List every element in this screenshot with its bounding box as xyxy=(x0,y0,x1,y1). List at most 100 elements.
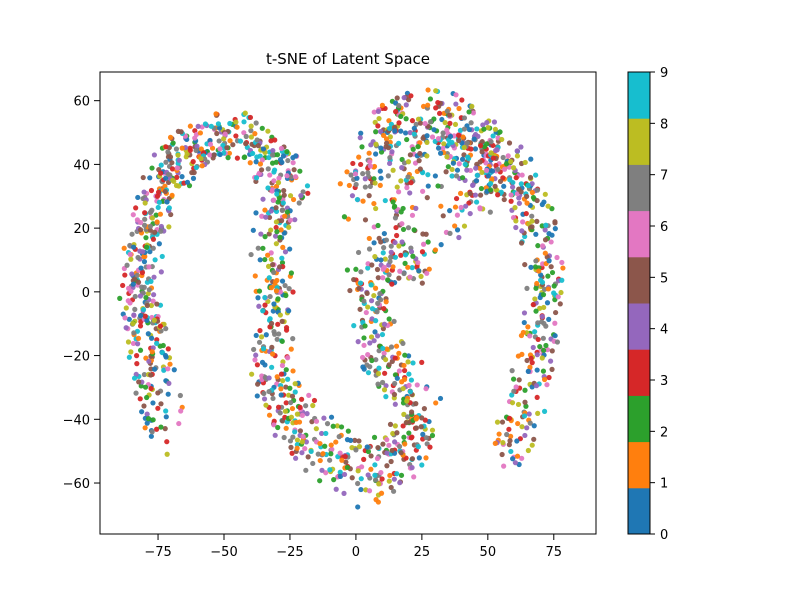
data-point xyxy=(371,338,377,344)
data-point xyxy=(479,169,485,175)
data-point xyxy=(151,152,157,158)
data-point xyxy=(501,196,507,203)
data-point xyxy=(285,355,291,361)
data-point xyxy=(142,384,149,390)
data-point xyxy=(462,161,468,167)
data-point xyxy=(510,376,517,382)
data-point xyxy=(461,126,468,132)
data-point xyxy=(299,450,305,456)
data-point xyxy=(425,87,431,93)
data-point xyxy=(400,385,406,392)
data-point xyxy=(552,320,558,326)
data-point xyxy=(121,245,127,251)
x-tick-label: −25 xyxy=(276,545,303,560)
data-point xyxy=(472,146,479,152)
data-point xyxy=(519,228,525,234)
data-point xyxy=(435,136,442,142)
data-point xyxy=(243,141,249,147)
data-point xyxy=(265,166,271,172)
data-point xyxy=(456,161,462,167)
data-point xyxy=(277,289,283,295)
data-point xyxy=(150,417,156,423)
data-point xyxy=(456,132,462,138)
data-point xyxy=(398,113,404,120)
data-point xyxy=(273,219,280,225)
data-point xyxy=(559,259,565,266)
data-point xyxy=(148,278,154,284)
data-point xyxy=(267,293,273,300)
colorbar-tick-label: 4 xyxy=(660,323,668,338)
data-point xyxy=(477,192,484,198)
data-point xyxy=(371,240,377,246)
data-point xyxy=(142,210,148,216)
data-point xyxy=(268,320,275,327)
data-point xyxy=(288,346,294,352)
data-point xyxy=(279,207,285,213)
data-point xyxy=(401,367,408,374)
data-point xyxy=(449,166,455,173)
data-point xyxy=(404,185,410,191)
data-point xyxy=(393,343,400,349)
data-point xyxy=(356,154,362,160)
data-point xyxy=(293,455,299,461)
data-point xyxy=(253,332,259,339)
data-point xyxy=(277,234,283,240)
data-point xyxy=(288,174,294,180)
data-point xyxy=(361,335,367,341)
data-point xyxy=(503,161,510,167)
data-point xyxy=(394,184,400,190)
data-point xyxy=(154,340,160,346)
data-point xyxy=(376,235,382,241)
data-point xyxy=(256,303,262,309)
data-point xyxy=(389,447,395,454)
data-point xyxy=(385,277,391,283)
data-point xyxy=(402,441,408,447)
data-point xyxy=(271,178,277,184)
data-point xyxy=(257,161,264,167)
data-point xyxy=(355,339,361,345)
data-point xyxy=(140,249,146,255)
data-point xyxy=(509,184,516,190)
data-point xyxy=(424,133,430,139)
data-point xyxy=(488,139,494,145)
data-point xyxy=(392,355,398,361)
data-point xyxy=(147,223,154,229)
data-point xyxy=(553,309,559,316)
colorbar-tick-label: 3 xyxy=(660,374,668,389)
data-point xyxy=(266,154,272,161)
data-point xyxy=(350,160,356,167)
data-point xyxy=(508,192,514,198)
data-point xyxy=(368,453,374,459)
data-point xyxy=(438,203,444,209)
data-point xyxy=(367,183,373,190)
data-point xyxy=(151,292,157,298)
data-point xyxy=(466,126,472,133)
data-point xyxy=(481,126,487,132)
data-point xyxy=(308,448,314,455)
data-point xyxy=(470,182,476,188)
data-point xyxy=(415,259,421,266)
data-point xyxy=(366,150,372,156)
data-point xyxy=(353,447,359,453)
data-point xyxy=(150,245,156,251)
data-point xyxy=(373,477,379,483)
data-point xyxy=(444,108,450,114)
data-point xyxy=(375,445,381,451)
data-point xyxy=(375,371,382,377)
data-point xyxy=(415,444,421,450)
data-point xyxy=(130,320,136,327)
data-point xyxy=(169,166,176,172)
data-point xyxy=(403,420,409,426)
data-point xyxy=(270,262,276,268)
data-point xyxy=(351,323,357,329)
data-point xyxy=(504,431,510,438)
data-point xyxy=(266,412,273,418)
colorbar-border xyxy=(627,71,651,535)
data-point xyxy=(155,204,161,211)
data-point xyxy=(361,456,367,462)
data-point xyxy=(432,173,438,179)
data-point xyxy=(394,375,400,381)
data-point xyxy=(344,267,351,273)
data-point xyxy=(535,410,541,416)
data-point xyxy=(415,116,422,122)
